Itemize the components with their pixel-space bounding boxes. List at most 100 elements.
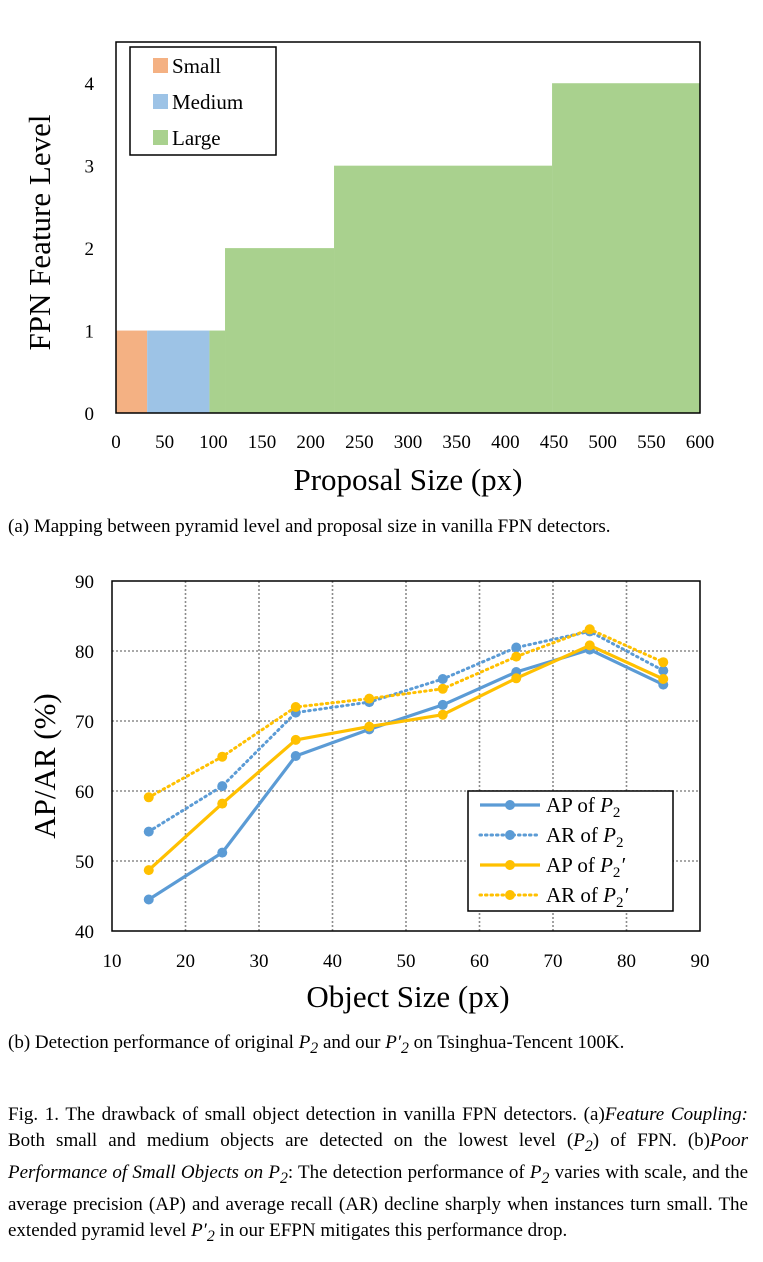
legend-swatch-small — [153, 58, 168, 73]
data-point-series-1 — [217, 781, 228, 792]
data-point-series-2 — [511, 673, 522, 684]
data-point-series-2 — [290, 734, 301, 745]
legend-label-3: AR of P2′ — [546, 883, 629, 911]
data-point-series-2 — [217, 798, 228, 809]
data-point-series-3 — [217, 751, 228, 762]
data-point-series-3 — [290, 702, 301, 712]
legend-marker-2 — [505, 860, 515, 870]
data-point-series-2 — [437, 709, 448, 720]
caption-b-math-p2: P2 — [298, 1032, 319, 1057]
performance-line-chart: 10 20 30 40 50 60 70 80 90 40 50 60 70 80 90 Object Siz… — [27, 572, 710, 1014]
fig-caption-math-p2-b: P2 — [268, 1161, 288, 1187]
data-point-series-3 — [658, 657, 669, 668]
data-point-series-3 — [511, 651, 522, 662]
y-tick-label: 0 — [85, 404, 95, 425]
x-tick-label: 350 — [442, 432, 471, 453]
caption-b-part3: on Tsinghua-Tencent 100K. — [408, 1032, 625, 1053]
area-step-small-0 — [116, 330, 148, 413]
legend-box-b — [467, 790, 674, 912]
area-step-large-1 — [225, 248, 335, 413]
y-tick-label: 3 — [85, 157, 95, 178]
x-tick-label: 80 — [617, 951, 636, 972]
fig-caption-feature-coupling: Feature Coupling: — [604, 1104, 748, 1125]
x-tick-label: 40 — [323, 951, 342, 972]
x-tick-label: 550 — [637, 432, 666, 453]
data-point-series-1 — [511, 642, 522, 653]
series-line-0 — [147, 647, 664, 901]
pyramid-level-chart: 0 50 100 150 200 250 300 350 400 450 500 550 600 0 1 2 3… — [22, 41, 715, 497]
fig-caption-math-p2-a: P2 — [573, 1130, 593, 1155]
x-tick-label: 10 — [103, 951, 122, 972]
x-tick-label: 450 — [540, 432, 569, 453]
legend-marker-0 — [505, 800, 515, 810]
legend-label-2: AP of P2′ — [546, 853, 625, 881]
caption-b-part2: and our — [318, 1032, 386, 1053]
x-tick-label: 90 — [691, 951, 710, 972]
plot-frame — [115, 41, 701, 414]
data-point-series-1 — [437, 674, 448, 684]
x-tick-label: 70 — [544, 951, 563, 972]
fig-caption-part7: varies with scale, and the average preci… — [8, 1161, 748, 1241]
legend-label-small: Small — [172, 54, 221, 78]
area-step-large-3 — [552, 83, 700, 413]
area-step-large-2 — [334, 165, 553, 413]
area-step-large-0 — [209, 330, 226, 413]
x-tick-label: 600 — [686, 432, 715, 453]
fig-caption-part6: : The detection performance of — [287, 1161, 530, 1183]
area-step-medium-0 — [147, 330, 210, 413]
x-axis-title: Proposal Size (px) — [293, 462, 522, 497]
y-tick-label: 50 — [75, 852, 94, 873]
data-point-series-3 — [143, 792, 154, 803]
legend-label-medium: Medium — [172, 90, 243, 114]
legend-swatch-medium — [153, 94, 168, 109]
y-axis-title: AP/AR (%) — [27, 693, 62, 839]
y-tick-label: 1 — [85, 322, 95, 343]
x-tick-label: 500 — [588, 432, 617, 453]
fig-caption-poor-performance: Poor Performance of Small Objects on — [8, 1130, 748, 1183]
series-line-3 — [147, 627, 665, 799]
fig-caption-math-p2-c: P2 — [529, 1161, 550, 1187]
x-tick-label: 50 — [397, 951, 416, 972]
fig-caption-part4: ) of FPN. (b) — [592, 1130, 710, 1151]
series-line-2 — [147, 643, 664, 872]
legend-marker-3 — [505, 890, 515, 900]
data-point-series-1 — [143, 826, 154, 837]
y-tick-label: 70 — [75, 712, 94, 733]
data-point-series-2 — [143, 865, 154, 876]
data-point-series-2 — [584, 640, 595, 651]
x-axis-title: Object Size (px) — [306, 979, 509, 1014]
legend-marker-1 — [505, 830, 515, 840]
y-tick-label: 2 — [85, 239, 95, 260]
fig-caption-part3: Both small and medium objects are detect… — [8, 1130, 574, 1151]
data-point-series-0 — [217, 847, 228, 858]
y-axis-title: FPN Feature Level — [22, 115, 57, 351]
legend-label-1: AR of P2 — [546, 823, 624, 851]
data-point-series-0 — [437, 699, 448, 710]
data-point-series-3 — [437, 683, 448, 694]
x-tick-label: 250 — [345, 432, 374, 453]
caption-a: (a) Mapping between pyramid level and pr… — [8, 516, 611, 537]
data-point-series-3 — [584, 624, 595, 635]
x-tick-label: 300 — [394, 432, 423, 453]
fig-caption-math-p2prime: P′2 — [191, 1219, 215, 1245]
data-point-series-0 — [290, 751, 301, 761]
x-tick-label: 200 — [296, 432, 325, 453]
y-tick-label: 80 — [75, 642, 94, 663]
data-point-series-0 — [143, 894, 154, 905]
figure-caption: Fig. 1. The drawback of small object det… — [8, 1102, 748, 1249]
x-tick-label: 50 — [155, 432, 174, 453]
y-tick-label: 90 — [75, 572, 94, 593]
caption-b-math-p2prime: P′2 — [385, 1032, 409, 1057]
fig-caption-part1: Fig. 1. The drawback of small object det… — [8, 1104, 605, 1125]
y-tick-label: 4 — [85, 74, 95, 95]
legend-swatch-large — [153, 130, 168, 145]
legend-label-large: Large — [172, 126, 221, 150]
x-tick-label: 100 — [199, 432, 228, 453]
fig-caption-part8: in our EFPN mitigates this performance d… — [214, 1219, 568, 1241]
y-tick-label: 40 — [75, 922, 94, 943]
data-point-series-2 — [364, 721, 375, 732]
x-tick-label: 400 — [491, 432, 520, 453]
y-tick-label: 60 — [75, 782, 94, 803]
figure-b: 10 20 30 40 50 60 70 80 90 40 50 60 70 80 90 Object Siz… — [0, 560, 763, 1020]
data-point-series-2 — [658, 674, 669, 684]
